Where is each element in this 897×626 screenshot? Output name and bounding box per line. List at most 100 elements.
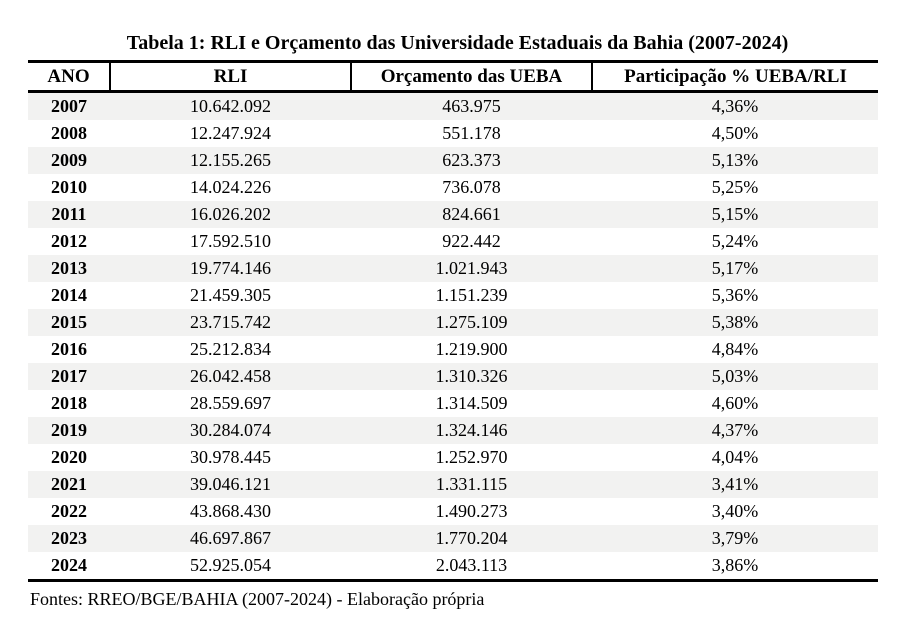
participacao-cell: 4,50% <box>711 123 759 143</box>
table-row: 2014 21.459.305 1.151.239 5,36% <box>28 282 878 309</box>
participacao-cell: 4,37% <box>711 420 759 440</box>
rli-cell: 43.868.430 <box>190 501 271 521</box>
orcamento-ueba-cell: 1.324.146 <box>435 420 508 440</box>
column-header-rli: RLI <box>109 60 351 93</box>
orcamento-ueba-cell: 1.331.115 <box>435 474 508 494</box>
table-row: 2018 28.559.697 1.314.509 4,60% <box>28 390 878 417</box>
participacao-cell: 5,13% <box>711 150 759 170</box>
orcamento-ueba-cell: 1.310.326 <box>435 366 508 386</box>
orcamento-ueba-cell: 623.373 <box>442 150 501 170</box>
rli-cell: 28.559.697 <box>190 393 271 413</box>
column-header-participacao: Participação % UEBA/RLI <box>591 60 878 93</box>
orcamento-ueba-cell: 1.314.509 <box>435 393 508 413</box>
table-row: 2011 16.026.202 824.661 5,15% <box>28 201 878 228</box>
year-cell: 2014 <box>51 285 87 305</box>
orcamento-ueba-cell: 1.021.943 <box>435 258 508 278</box>
table-row: 2009 12.155.265 623.373 5,13% <box>28 147 878 174</box>
rli-cell: 46.697.867 <box>190 528 271 548</box>
table-row: 2016 25.212.834 1.219.900 4,84% <box>28 336 878 363</box>
rli-cell: 16.026.202 <box>190 204 271 224</box>
rli-cell: 14.024.226 <box>190 177 271 197</box>
participacao-cell: 5,03% <box>711 366 759 386</box>
orcamento-ueba-cell: 2.043.113 <box>435 555 508 575</box>
header-row: ANO RLI Orçamento das UEBA Participação … <box>28 60 878 93</box>
table-row: 2007 10.642.092 463.975 4,36% <box>28 91 878 120</box>
year-cell: 2013 <box>51 258 87 278</box>
table-row: 2023 46.697.867 1.770.204 3,79% <box>28 525 878 552</box>
table-row: 2019 30.284.074 1.324.146 4,37% <box>28 417 878 444</box>
year-cell: 2008 <box>51 123 87 143</box>
year-cell: 2022 <box>51 501 87 521</box>
table-title: Tabela 1: RLI e Orçamento das Universida… <box>126 32 789 54</box>
year-cell: 2017 <box>51 366 87 386</box>
orcamento-ueba-cell: 1.151.239 <box>435 285 508 305</box>
rli-cell: 26.042.458 <box>190 366 271 386</box>
year-cell: 2024 <box>51 555 87 575</box>
year-cell: 2007 <box>51 96 87 116</box>
rli-cell: 12.247.924 <box>190 123 271 143</box>
table-row: 2024 52.925.054 2.043.113 3,86% <box>28 552 878 581</box>
column-header-orcamento-ueba: Orçamento das UEBA <box>350 60 592 93</box>
participacao-cell: 4,60% <box>711 393 759 413</box>
table-row: 2008 12.247.924 551.178 4,50% <box>28 120 878 147</box>
orcamento-ueba-cell: 551.178 <box>442 123 501 143</box>
rli-cell: 21.459.305 <box>190 285 271 305</box>
rli-cell: 30.284.074 <box>190 420 271 440</box>
orcamento-ueba-cell: 1.252.970 <box>435 447 508 467</box>
table-header: ANO RLI Orçamento das UEBA Participação … <box>28 60 878 93</box>
orcamento-ueba-cell: 1.490.273 <box>435 501 508 521</box>
rli-cell: 39.046.121 <box>190 474 271 494</box>
participacao-cell: 3,41% <box>711 474 759 494</box>
orcamento-ueba-cell: 1.770.204 <box>435 528 508 548</box>
table-row: 2020 30.978.445 1.252.970 4,04% <box>28 444 878 471</box>
rli-cell: 30.978.445 <box>190 447 271 467</box>
source-note: Fontes: RREO/BGE/BAHIA (2007-2024) - Ela… <box>30 589 485 609</box>
year-cell: 2010 <box>51 177 87 197</box>
table-row: 2010 14.024.226 736.078 5,25% <box>28 174 878 201</box>
rli-cell: 23.715.742 <box>190 312 271 332</box>
participacao-cell: 4,04% <box>711 447 759 467</box>
participacao-cell: 5,24% <box>711 231 759 251</box>
orcamento-ueba-cell: 463.975 <box>442 96 501 116</box>
rli-cell: 10.642.092 <box>190 96 271 116</box>
year-cell: 2020 <box>51 447 87 467</box>
participacao-cell: 5,38% <box>711 312 759 332</box>
year-cell: 2016 <box>51 339 87 359</box>
year-cell: 2012 <box>51 231 87 251</box>
orcamento-ueba-cell: 1.219.900 <box>435 339 508 359</box>
orcamento-ueba-cell: 736.078 <box>442 177 501 197</box>
year-cell: 2015 <box>51 312 87 332</box>
table-row: 2015 23.715.742 1.275.109 5,38% <box>28 309 878 336</box>
participacao-cell: 4,84% <box>711 339 759 359</box>
year-cell: 2018 <box>51 393 87 413</box>
rli-cell: 19.774.146 <box>190 258 271 278</box>
table-row: 2021 39.046.121 1.331.115 3,41% <box>28 471 878 498</box>
participacao-cell: 3,40% <box>711 501 759 521</box>
year-cell: 2023 <box>51 528 87 548</box>
year-cell: 2021 <box>51 474 87 494</box>
year-cell: 2011 <box>51 204 87 224</box>
table-body: 2007 10.642.092 463.975 4,36% 2008 12.247.924… <box>28 91 878 581</box>
participacao-cell: 4,36% <box>711 96 759 116</box>
participacao-cell: 5,25% <box>711 177 759 197</box>
table-row: 2022 43.868.430 1.490.273 3,40% <box>28 498 878 525</box>
column-header-ano: ANO <box>28 60 110 93</box>
table-row: 2012 17.592.510 922.442 5,24% <box>28 228 878 255</box>
orcamento-ueba-cell: 824.661 <box>442 204 501 224</box>
year-cell: 2009 <box>51 150 87 170</box>
year-cell: 2019 <box>51 420 87 440</box>
rli-cell: 25.212.834 <box>190 339 271 359</box>
participacao-cell: 5,15% <box>711 204 759 224</box>
orcamento-ueba-cell: 1.275.109 <box>435 312 508 332</box>
rli-cell: 12.155.265 <box>190 150 271 170</box>
rli-cell: 52.925.054 <box>190 555 271 575</box>
participacao-cell: 3,79% <box>711 528 759 548</box>
orcamento-ueba-cell: 922.442 <box>442 231 501 251</box>
table-row: 2013 19.774.146 1.021.943 5,17% <box>28 255 878 282</box>
rli-ueba-table: ANO RLI Orçamento das UEBA Participação … <box>28 60 878 582</box>
participacao-cell: 5,36% <box>711 285 759 305</box>
table-row: 2017 26.042.458 1.310.326 5,03% <box>28 363 878 390</box>
participacao-cell: 3,86% <box>711 555 759 575</box>
rli-cell: 17.592.510 <box>190 231 271 251</box>
